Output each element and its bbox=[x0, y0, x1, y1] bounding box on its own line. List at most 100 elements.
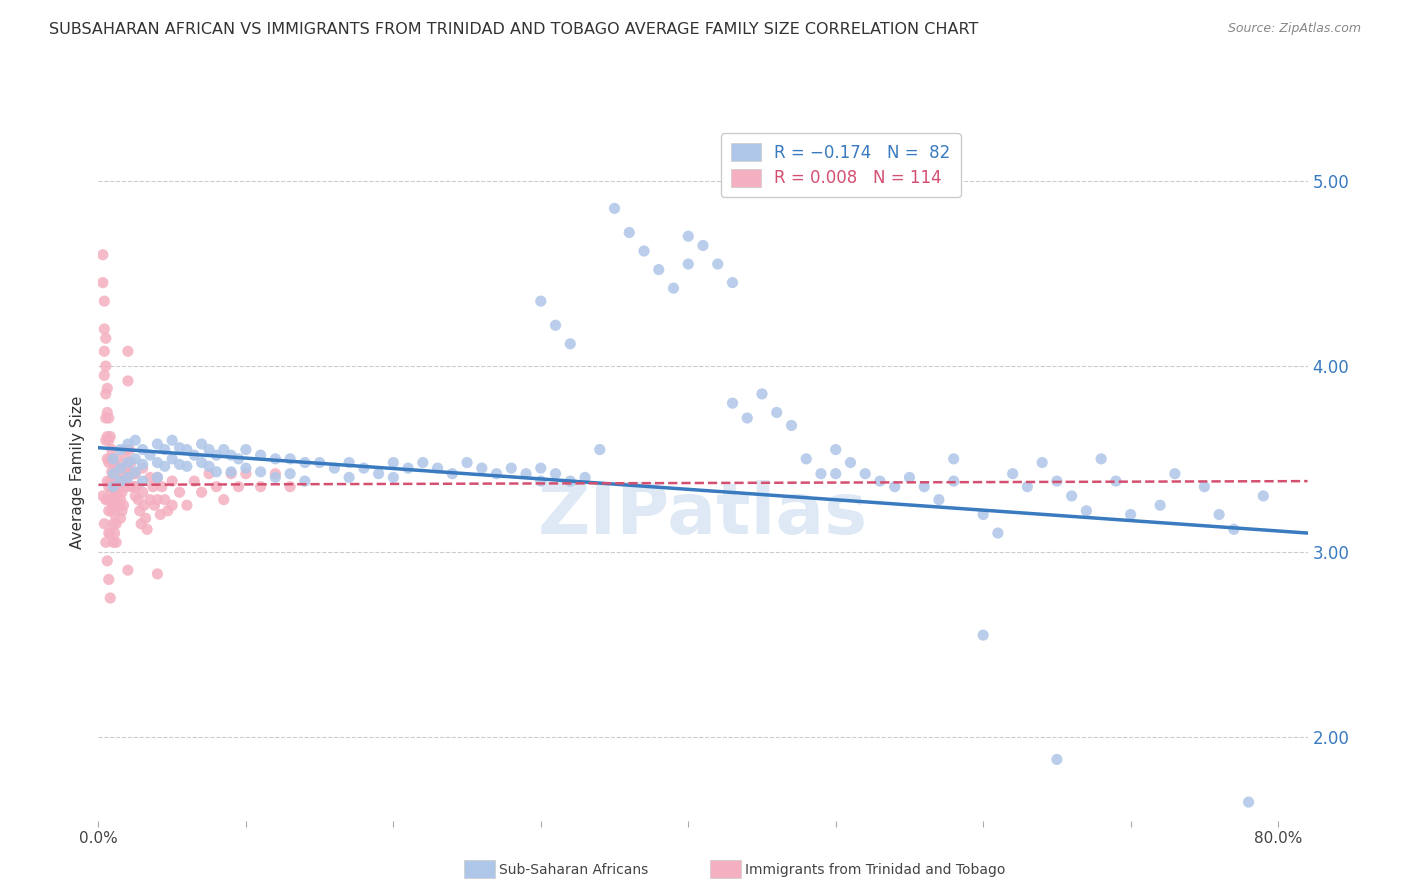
Point bbox=[98, 591, 121, 605]
Point bbox=[101, 456, 124, 470]
Point bbox=[1119, 508, 1142, 522]
Point bbox=[114, 480, 136, 494]
Point bbox=[264, 451, 287, 466]
Point bbox=[942, 451, 965, 466]
Point bbox=[323, 461, 346, 475]
Point bbox=[235, 461, 257, 475]
Point bbox=[212, 442, 235, 457]
Point bbox=[678, 229, 700, 244]
Text: ZIPatlas: ZIPatlas bbox=[538, 480, 868, 549]
Point bbox=[136, 522, 159, 536]
Point bbox=[278, 480, 301, 494]
Point bbox=[648, 262, 671, 277]
Point bbox=[574, 470, 596, 484]
Point bbox=[544, 467, 567, 481]
Point bbox=[108, 498, 131, 512]
Point bbox=[735, 411, 758, 425]
Point bbox=[96, 492, 118, 507]
Point bbox=[633, 244, 655, 258]
Point bbox=[93, 322, 115, 336]
Point bbox=[110, 474, 132, 488]
Point bbox=[219, 465, 242, 479]
Legend: R = −0.174   N =  82, R = 0.008   N = 114: R = −0.174 N = 82, R = 0.008 N = 114 bbox=[721, 133, 960, 197]
Point bbox=[117, 456, 139, 470]
Point bbox=[619, 226, 641, 240]
Point bbox=[441, 467, 464, 481]
Point bbox=[120, 456, 142, 470]
Point bbox=[94, 535, 117, 549]
Point bbox=[898, 470, 921, 484]
Point bbox=[146, 437, 169, 451]
Point bbox=[942, 474, 965, 488]
Point bbox=[928, 492, 950, 507]
Point bbox=[426, 461, 449, 475]
Point bbox=[264, 470, 287, 484]
Point bbox=[824, 442, 846, 457]
Point bbox=[1149, 498, 1171, 512]
Point bbox=[824, 467, 846, 481]
Text: SUBSAHARAN AFRICAN VS IMMIGRANTS FROM TRINIDAD AND TOBAGO AVERAGE FAMILY SIZE CO: SUBSAHARAN AFRICAN VS IMMIGRANTS FROM TR… bbox=[49, 22, 979, 37]
Point bbox=[912, 480, 935, 494]
Point bbox=[308, 456, 330, 470]
Point bbox=[105, 498, 128, 512]
Point bbox=[110, 461, 132, 475]
Point bbox=[987, 526, 1010, 541]
Point bbox=[121, 467, 143, 481]
Point bbox=[124, 451, 146, 466]
Point bbox=[91, 248, 114, 262]
Point bbox=[127, 492, 149, 507]
Point bbox=[160, 434, 183, 448]
Point bbox=[100, 504, 122, 518]
Point bbox=[117, 344, 139, 359]
Point bbox=[94, 492, 117, 507]
Point bbox=[228, 480, 250, 494]
Point bbox=[108, 482, 131, 496]
Point bbox=[98, 492, 121, 507]
Point bbox=[117, 374, 139, 388]
Point bbox=[101, 498, 124, 512]
Point bbox=[104, 489, 127, 503]
Point bbox=[190, 437, 212, 451]
Point bbox=[150, 480, 173, 494]
Point bbox=[124, 465, 146, 479]
Point bbox=[396, 461, 419, 475]
Point bbox=[249, 480, 271, 494]
Point bbox=[205, 480, 228, 494]
Point bbox=[134, 498, 156, 512]
Point bbox=[98, 429, 121, 443]
Point bbox=[169, 458, 191, 472]
Point bbox=[94, 359, 117, 373]
Point bbox=[96, 429, 118, 443]
Point bbox=[101, 467, 124, 481]
Text: Source: ZipAtlas.com: Source: ZipAtlas.com bbox=[1227, 22, 1361, 36]
Point bbox=[1237, 795, 1260, 809]
Point bbox=[91, 276, 114, 290]
Point bbox=[93, 294, 115, 309]
Point bbox=[515, 467, 537, 481]
Point bbox=[110, 511, 132, 525]
Point bbox=[692, 238, 714, 252]
Point bbox=[146, 492, 169, 507]
Point bbox=[678, 257, 700, 271]
Point bbox=[169, 485, 191, 500]
Point bbox=[104, 526, 127, 541]
Point bbox=[98, 451, 121, 466]
Point bbox=[97, 434, 120, 448]
Point bbox=[249, 465, 271, 479]
Point bbox=[456, 456, 478, 470]
Point bbox=[105, 480, 128, 494]
Point bbox=[97, 573, 120, 587]
Point bbox=[603, 202, 626, 216]
Point bbox=[100, 465, 122, 479]
Point bbox=[94, 387, 117, 401]
Point bbox=[93, 516, 115, 531]
Point bbox=[972, 628, 994, 642]
Point bbox=[153, 492, 176, 507]
Point bbox=[110, 442, 132, 457]
Point bbox=[205, 448, 228, 462]
Point bbox=[98, 474, 121, 488]
Point bbox=[219, 467, 242, 481]
Point bbox=[117, 437, 139, 451]
Point bbox=[97, 480, 120, 494]
Point bbox=[97, 504, 120, 518]
